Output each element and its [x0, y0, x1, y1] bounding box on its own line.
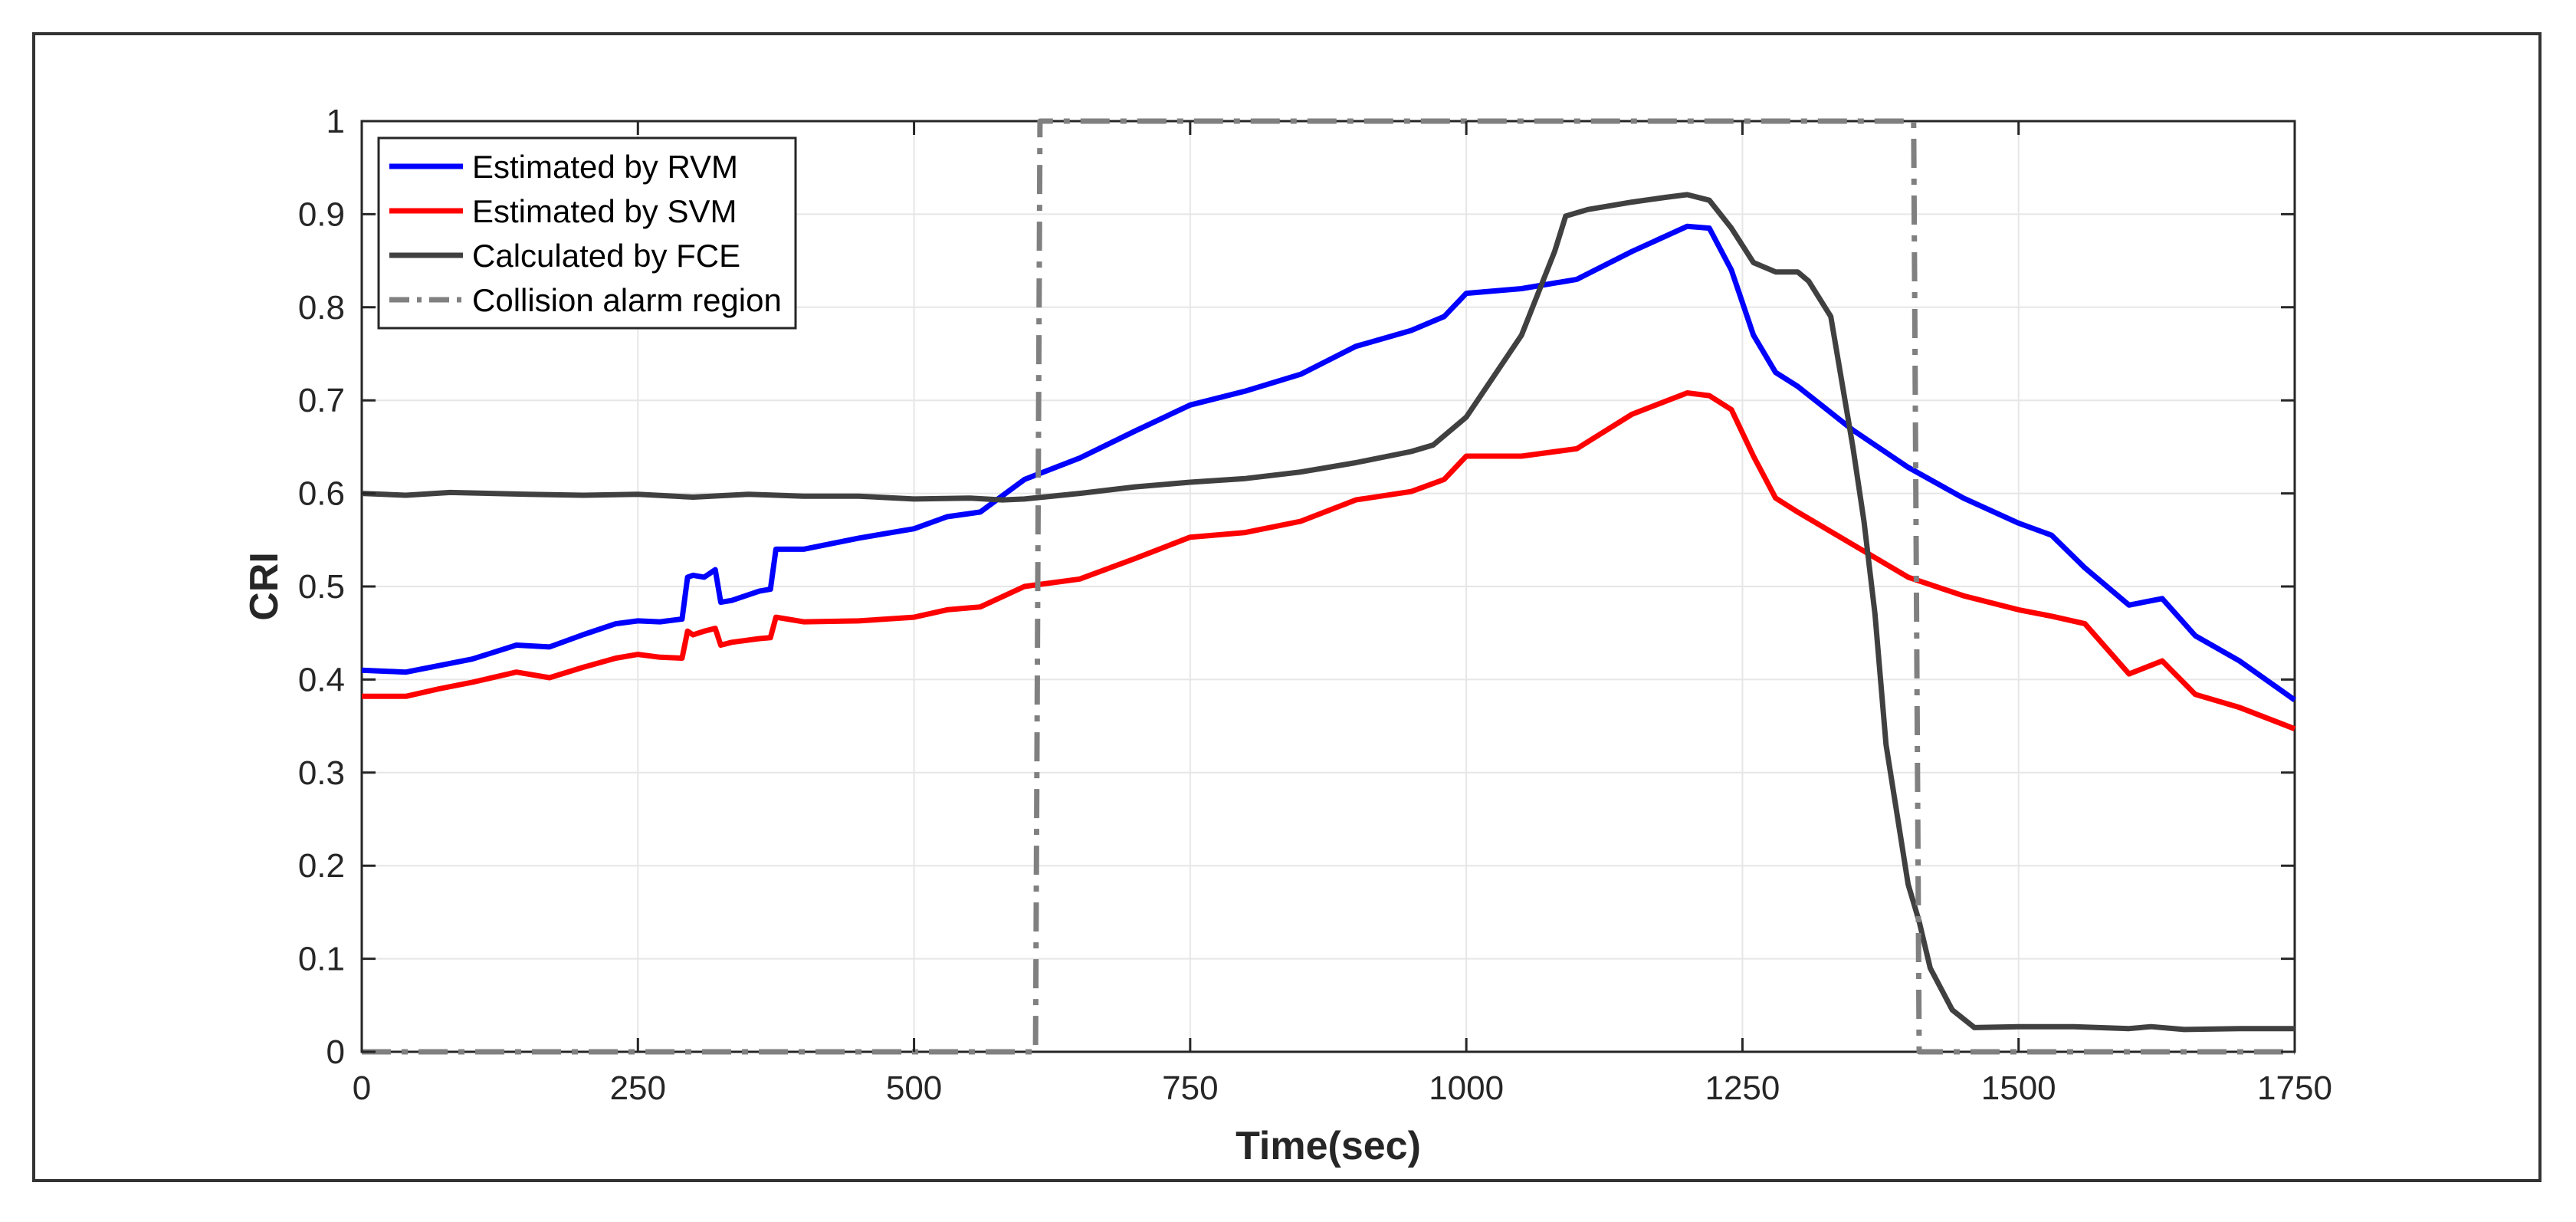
series-line-2 — [362, 390, 2296, 731]
x-tick-label: 1500 — [1981, 1069, 2056, 1107]
series-line-4 — [362, 118, 2295, 1055]
x-tick-label: 500 — [886, 1069, 942, 1107]
y-tick-label: 1 — [327, 103, 345, 140]
x-tick-label: 1000 — [1429, 1069, 1504, 1107]
x-tick-label: 1750 — [2257, 1069, 2332, 1107]
series-group — [361, 118, 2297, 1055]
y-tick-label: 0 — [327, 1033, 345, 1071]
legend-label-4: Collision alarm region — [472, 282, 782, 318]
legend: Estimated by RVM Estimated by SVM Calculat… — [377, 136, 797, 330]
x-tick-label: 250 — [610, 1069, 666, 1107]
y-tick-label: 0.9 — [298, 195, 345, 233]
legend-label-2: Estimated by SVM — [472, 193, 737, 229]
y-axis-title: CRI — [242, 552, 287, 621]
legend-label-3: Calculated by FCE — [472, 238, 740, 274]
series-line-1 — [361, 223, 2297, 702]
y-tick-label: 0.6 — [298, 475, 345, 513]
x-axis-title: Time(sec) — [1235, 1124, 1421, 1168]
y-tick-label: 0.4 — [298, 661, 345, 698]
x-tick-label: 750 — [1162, 1069, 1218, 1107]
y-tick-label: 0.3 — [298, 754, 345, 792]
tick-group: 0 0.1 0.2 0.3 0.4 0.5 0.6 0.7 0.8 0.9 1 0 250 500 750 1… — [298, 103, 2332, 1107]
legend-label-1: Estimated by RVM — [472, 149, 738, 185]
x-tick-label: 0 — [353, 1069, 371, 1107]
y-tick-label: 0.5 — [298, 568, 345, 606]
y-tick-label: 0.8 — [298, 289, 345, 327]
legend-box — [377, 136, 797, 330]
y-tick-label: 0.7 — [298, 382, 345, 419]
y-tick-label: 0.2 — [298, 847, 345, 885]
x-tick-label: 1250 — [1705, 1069, 1780, 1107]
y-tick-label: 0.1 — [298, 941, 345, 978]
series-line-3 — [361, 192, 2295, 1033]
